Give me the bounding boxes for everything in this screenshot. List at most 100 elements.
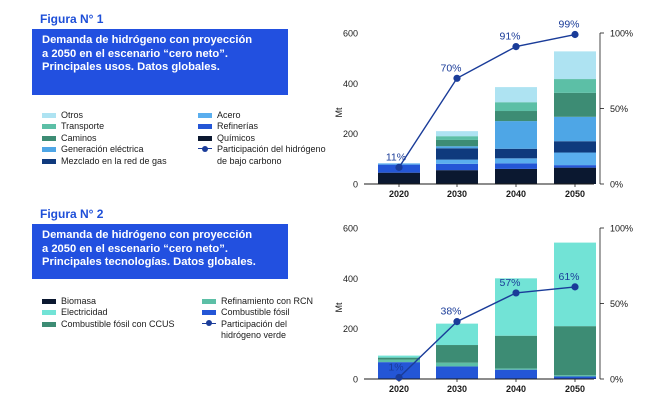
share-point bbox=[512, 42, 520, 51]
share-point bbox=[395, 373, 403, 382]
legend-label: Participación del hidrógeno de bajo carb… bbox=[217, 144, 326, 167]
bar-segment-generacion bbox=[495, 121, 537, 149]
y2-tick-label: 100% bbox=[610, 29, 633, 39]
legend-line-marker-icon bbox=[202, 319, 216, 328]
legend-label-line-1: Participación del bbox=[221, 318, 288, 329]
bar-segment-fosil_ccus bbox=[554, 326, 596, 376]
bar-segment-combustible_fosil bbox=[436, 366, 478, 379]
bar-segment-biomasa bbox=[554, 378, 596, 379]
bar-segment-refinerias bbox=[378, 164, 420, 173]
bar-segment-mezclado bbox=[436, 148, 478, 160]
share-data-label: 1% bbox=[388, 361, 403, 373]
bar-segment-transporte bbox=[495, 102, 537, 112]
x-tick-label: 2040 bbox=[506, 189, 526, 199]
y-tick-label: 200 bbox=[343, 129, 358, 139]
share-point bbox=[571, 30, 579, 39]
figure-2-title-line-3: Principales tecnologías. Datos globales. bbox=[42, 256, 256, 268]
bar-segment-quimicos bbox=[436, 170, 478, 184]
bar-segment-fosil_ccus bbox=[495, 335, 537, 369]
bar-segment-electricidad bbox=[495, 278, 537, 336]
legend-item-line: Participación del hidrógeno verde bbox=[202, 319, 287, 342]
share-data-label: 57% bbox=[499, 277, 520, 289]
legend-swatch bbox=[42, 135, 56, 141]
figure-2-title-box: Demanda de hidrógeno con proyección a 20… bbox=[32, 224, 288, 279]
bar-segment-biomasa bbox=[436, 378, 478, 379]
legend-swatch bbox=[42, 310, 56, 316]
legend-item-electricidad: Electricidad bbox=[42, 307, 108, 318]
y-tick-label: 0 bbox=[353, 180, 358, 190]
legend-label: Químicos bbox=[217, 132, 256, 143]
legend-label: Combustible fósil bbox=[221, 307, 290, 318]
bar-segment-combustible_fosil bbox=[495, 369, 537, 379]
legend-label: Acero bbox=[217, 110, 241, 120]
bar-segment-refinamiento_rcn bbox=[554, 375, 596, 377]
share-line bbox=[398, 33, 576, 168]
legend-item-refinamiento-rcn: Refinamiento con RCN bbox=[202, 296, 313, 307]
legend-label: Refinerías bbox=[217, 121, 259, 132]
bar-segment-fosil_ccus bbox=[436, 345, 478, 363]
legend-item-line: Participación del hidrógeno de bajo carb… bbox=[198, 144, 326, 167]
figure-1-title-box: Demanda de hidrógeno con proyección a 20… bbox=[32, 29, 288, 95]
legend-label: Electricidad bbox=[61, 307, 108, 318]
bar-segment-fosil_ccus bbox=[378, 357, 420, 360]
legend-swatch bbox=[198, 135, 212, 141]
legend-swatch bbox=[202, 310, 216, 316]
bar-segment-acero bbox=[495, 158, 537, 164]
figure-1-legend: Otros Transporte Caminos Generación eléc… bbox=[42, 110, 342, 170]
bar-segment-generacion bbox=[554, 116, 596, 142]
share-data-label: 70% bbox=[440, 62, 461, 74]
legend-label: Caminos bbox=[61, 132, 97, 143]
legend-label-line-2: de bajo carbono bbox=[217, 155, 282, 166]
legend-swatch bbox=[42, 124, 56, 130]
legend-item-biomasa: Biomasa bbox=[42, 296, 96, 307]
legend-swatch bbox=[198, 124, 212, 130]
x-tick-label: 2020 bbox=[389, 384, 409, 394]
x-tick-label: 2050 bbox=[565, 189, 585, 199]
legend-item-fosil-ccus: Combustible fósil con CCUS bbox=[42, 319, 175, 330]
legend-item-caminos: Caminos bbox=[42, 133, 97, 144]
legend-label: Combustible fósil con CCUS bbox=[61, 318, 175, 329]
share-line bbox=[398, 286, 576, 378]
figure-1-label: Figura N° 1 bbox=[40, 12, 104, 26]
x-tick-label: 2050 bbox=[565, 384, 585, 394]
legend-line-marker-icon bbox=[198, 144, 212, 153]
bar-segment-electricidad bbox=[378, 355, 420, 358]
bar-segment-mezclado bbox=[495, 148, 537, 159]
y-tick-label: 400 bbox=[343, 274, 358, 284]
bar-segment-electricidad bbox=[436, 323, 478, 346]
bar-segment-generacion bbox=[436, 146, 478, 149]
figure-2-title-line-2: a 2050 en el escenario “cero neto”. bbox=[42, 242, 228, 255]
legend-swatch bbox=[202, 299, 216, 304]
legend-swatch bbox=[42, 158, 56, 164]
figure-2-legend: Biomasa Electricidad Combustible fósil c… bbox=[42, 296, 342, 346]
bar-segment-combustible_fosil bbox=[378, 362, 420, 379]
legend-item-acero: Acero bbox=[198, 110, 241, 121]
figure-2-title-line-1: Demanda de hidrógeno con proyección bbox=[42, 229, 253, 241]
bar-segment-otros bbox=[436, 131, 478, 137]
bar-segment-transporte bbox=[554, 79, 596, 93]
legend-item-otros: Otros bbox=[42, 110, 83, 121]
share-data-label: 38% bbox=[440, 306, 461, 318]
legend-label: Mezclado en la red de gas bbox=[61, 155, 167, 166]
legend-label: Participación del hidrógeno verde bbox=[221, 319, 287, 342]
bar-segment-quimicos bbox=[378, 172, 420, 184]
y2-tick-label: 50% bbox=[610, 104, 628, 114]
x-tick-label: 2030 bbox=[447, 189, 467, 199]
legend-item-refinerias: Refinerías bbox=[198, 121, 258, 132]
y2-tick-label: 50% bbox=[610, 299, 628, 309]
share-point bbox=[453, 74, 461, 82]
bar-segment-transporte bbox=[436, 136, 478, 140]
share-point bbox=[512, 289, 520, 297]
bar-segment-quimicos bbox=[554, 167, 596, 184]
bar-segment-electricidad bbox=[554, 242, 596, 327]
legend-item-transporte: Transporte bbox=[42, 121, 104, 132]
legend-label: Biomasa bbox=[61, 296, 97, 306]
y-tick-label: 600 bbox=[343, 29, 358, 39]
bar-segment-refinerias bbox=[436, 163, 478, 171]
legend-item-combustible-fosil: Combustible fósil bbox=[202, 307, 290, 318]
legend-label: Otros bbox=[61, 110, 84, 120]
bar-segment-caminos bbox=[554, 92, 596, 117]
y-tick-label: 400 bbox=[343, 79, 358, 89]
